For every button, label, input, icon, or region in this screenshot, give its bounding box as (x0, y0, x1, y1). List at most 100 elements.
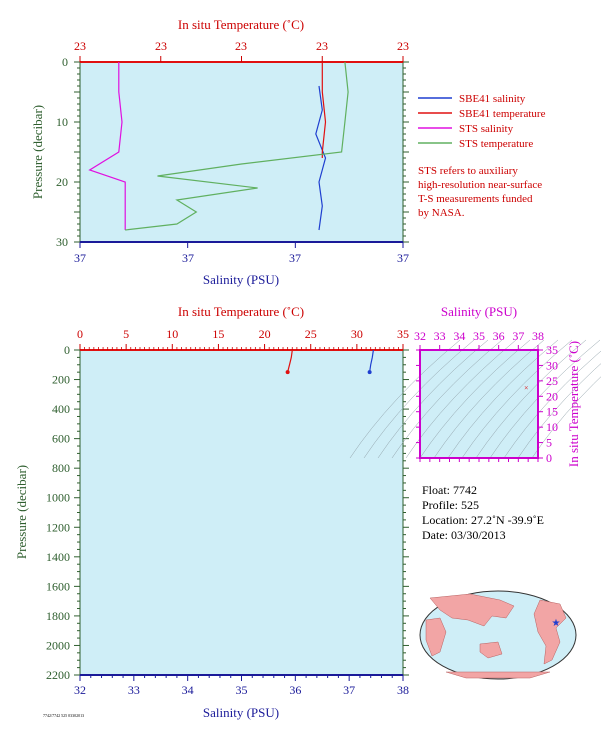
series-end-marker-temperature (285, 370, 290, 375)
main-tick-pressure-1800: 1800 (46, 609, 70, 623)
map-land-australia (479, 641, 503, 659)
main-tick-pressure-200: 200 (52, 373, 70, 387)
ts-tick-temp-15: 15 (546, 405, 558, 419)
footer-code: 7742/7742 525 03302013 (43, 713, 84, 718)
float-info: Float: 7742 Profile: 525 Location: 27.2˚… (422, 483, 544, 542)
legend-label-sbe41-salinity: SBE41 salinity (459, 93, 526, 105)
series-sbe41-temperature (287, 349, 293, 373)
top-panel-ticks (74, 56, 409, 248)
legend-label-sts-temperature: STS temperature (459, 138, 533, 150)
top-tick-temp-0: 23 (74, 39, 86, 53)
float-id: Float: 7742 (422, 483, 477, 497)
ts-density-contours (349, 339, 601, 459)
main-tick-temp-30: 30 (351, 327, 363, 341)
ts-tick-temp-30: 30 (546, 358, 558, 372)
map-land-eurasia (429, 593, 515, 627)
ts-density-contour (461, 339, 573, 459)
top-panel: In situ Temperature (˚C) 23 23 23 23 23 … (30, 17, 409, 287)
ts-point: × (524, 383, 529, 392)
ts-tick-sal-35: 35 (473, 329, 485, 343)
top-panel-salinity-title: Salinity (PSU) (203, 272, 279, 287)
ts-density-contour (405, 339, 517, 459)
legend-label-sbe41-temperature: SBE41 temperature (459, 108, 546, 120)
sts-note-line-4: by NASA. (418, 207, 465, 219)
ts-density-contour (363, 339, 475, 459)
ts-density-contour (475, 339, 587, 459)
ts-tick-temp-25: 25 (546, 374, 558, 388)
top-tick-pressure-1: 10 (56, 115, 68, 129)
main-panel-series (285, 349, 374, 375)
main-panel-temperature-title: In situ Temperature (˚C) (178, 304, 304, 319)
main-tick-pressure-1200: 1200 (46, 520, 70, 534)
main-tick-sal-38: 38 (397, 683, 409, 697)
ts-tick-sal-36: 36 (493, 329, 505, 343)
main-panel-pressure-title: Pressure (decibar) (14, 465, 29, 559)
legend: SBE41 salinity SBE41 temperature STS sal… (418, 93, 546, 219)
float-location-marker-icon: ★ (552, 618, 561, 629)
main-tick-pressure-400: 400 (52, 402, 70, 416)
legend-label-sts-salinity: STS salinity (459, 123, 514, 135)
top-plot-area (79, 61, 404, 243)
top-tick-temp-1: 23 (155, 39, 167, 53)
ts-density-contour (349, 339, 461, 459)
world-map: ★ (419, 590, 577, 680)
series-sbe41-salinity (315, 85, 327, 231)
ts-panel-ticks (416, 345, 543, 462)
main-tick-temp-10: 10 (166, 327, 178, 341)
main-plot-area (79, 349, 404, 676)
ts-plot-area (419, 349, 539, 459)
ts-tick-sal-34: 34 (453, 329, 465, 343)
main-tick-pressure-1000: 1000 (46, 491, 70, 505)
profile-number: Profile: 525 (422, 498, 479, 512)
ts-density-contour (447, 339, 559, 459)
main-tick-sal-37: 37 (343, 683, 355, 697)
ts-tick-sal-32: 32 (414, 329, 426, 343)
main-tick-sal-34: 34 (182, 683, 194, 697)
ts-density-contour (377, 339, 489, 459)
top-tick-sal-3: 37 (397, 251, 409, 265)
location: Location: 27.2˚N -39.9˚E (422, 513, 544, 527)
series-sbe41-salinity (369, 349, 374, 373)
sts-note-line-3: T-S measurements funded (418, 193, 533, 205)
top-tick-pressure-3: 30 (56, 235, 68, 249)
top-tick-pressure-0: 0 (62, 55, 68, 69)
main-tick-temp-25: 25 (305, 327, 317, 341)
ts-density-contour (419, 339, 531, 459)
ts-tick-sal-37: 37 (512, 329, 524, 343)
main-tick-pressure-2000: 2000 (46, 638, 70, 652)
map-land-africa (425, 617, 447, 657)
main-tick-pressure-2200: 2200 (46, 668, 70, 682)
main-tick-temp-20: 20 (259, 327, 271, 341)
top-panel-pressure-title: Pressure (decibar) (30, 105, 45, 199)
series-sts-temperature (125, 61, 349, 231)
main-panel-salinity-title: Salinity (PSU) (203, 705, 279, 720)
ts-panel-salinity-ticks: 32 33 34 35 36 37 38 (414, 329, 544, 343)
ts-panel-salinity-title: Salinity (PSU) (441, 304, 517, 319)
top-tick-pressure-2: 20 (56, 175, 68, 189)
ts-tick-temp-0: 0 (546, 451, 552, 465)
main-panel: In situ Temperature (˚C) 0 5 10 15 20 25 30 35 … (14, 304, 409, 720)
main-tick-sal-36: 36 (289, 683, 301, 697)
ts-density-contour (517, 363, 601, 459)
main-tick-temp-35: 35 (397, 327, 409, 341)
main-panel-pressure-ticks: 0 200 400 600 800 1000 1200 1400 1600 1800 2000 220… (46, 343, 70, 682)
top-tick-temp-2: 23 (235, 39, 247, 53)
ts-panel-temperature-title: In situ Temperature (˚C) (566, 341, 581, 467)
ts-panel-points: × (524, 383, 529, 392)
top-tick-temp-4: 23 (397, 39, 409, 53)
ts-tick-temp-35: 35 (546, 343, 558, 357)
ts-tick-temp-5: 5 (546, 436, 552, 450)
ts-tick-temp-10: 10 (546, 420, 558, 434)
sts-note-line-2: high-resolution near-surface (418, 179, 542, 191)
main-tick-pressure-0: 0 (64, 343, 70, 357)
main-tick-pressure-1600: 1600 (46, 579, 70, 593)
top-panel-series (88, 61, 349, 231)
top-tick-temp-3: 23 (316, 39, 328, 53)
main-panel-salinity-ticks: 32 33 34 35 36 37 38 (74, 683, 409, 697)
date: Date: 03/30/2013 (422, 528, 506, 542)
series-end-marker-salinity (367, 370, 372, 375)
ts-tick-sal-33: 33 (434, 329, 446, 343)
main-tick-temp-15: 15 (212, 327, 224, 341)
